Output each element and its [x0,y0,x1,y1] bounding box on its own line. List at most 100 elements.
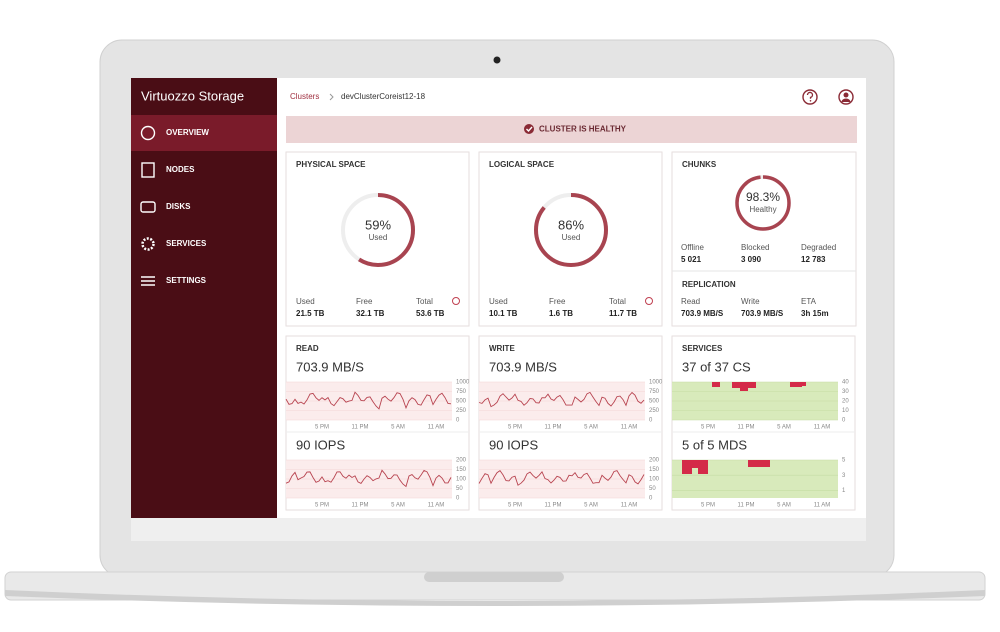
help-mark [806,91,814,99]
donut-value: 86% [558,217,584,232]
y-tick-label: 3 [842,473,846,479]
y-tick-label: 30 [842,389,849,395]
x-tick-label: 5 AM [777,425,791,431]
stat-value: 21.5 TB [296,309,325,318]
stat-value: 32.1 TB [356,309,385,318]
camera [493,56,501,64]
x-tick-label: 5 PM [701,425,715,431]
screen-footer [131,518,866,541]
y-tick-label: 250 [456,408,467,414]
notch [424,572,564,582]
x-tick-label: 5 PM [508,425,522,431]
y-tick-label: 750 [456,389,467,395]
panel-title: SERVICES [682,344,723,353]
y-tick-label: 100 [456,477,467,483]
stat-label: Free [356,297,373,306]
banner-check [526,126,533,133]
banner [286,116,857,143]
x-tick-label: 5 AM [777,503,791,509]
stat-label: Blocked [741,243,769,252]
x-tick-label: 5 PM [701,503,715,509]
banner-icon [524,124,534,134]
x-tick-label: 11 PM [545,503,562,509]
status-block [790,382,802,387]
donut-caption: Used [562,233,581,242]
sparkline [285,469,452,488]
nav-item[interactable]: NODES [166,165,195,174]
panel-title: PHYSICAL SPACE [296,160,366,169]
x-tick-label: 11 AM [621,503,638,509]
x-tick-label: 11 AM [814,503,831,509]
panel [478,151,663,327]
x-tick-label: 11 AM [814,425,831,431]
donut-value: 98.3% [746,190,780,204]
y-tick-label: 0 [649,418,653,424]
y-tick-label: 200 [456,458,467,464]
y-tick-label: 50 [649,486,656,492]
nav-icon [140,201,156,213]
stat-label: Free [549,297,566,306]
y-tick-label: 5 [842,458,846,464]
stat-label: Total [416,297,433,306]
y-tick-label: 500 [649,399,660,405]
x-tick-label: 5 PM [508,503,522,509]
y-tick-label: 0 [649,496,653,502]
panel-title: REPLICATION [682,280,736,289]
y-tick-label: 150 [649,467,660,473]
panel-title: CHUNKS [682,160,717,169]
help-icon[interactable] [802,89,818,105]
stat-value: 11.7 TB [609,309,637,318]
y-tick-label: 250 [649,408,660,414]
status-block [748,382,756,388]
x-tick-label: 5 AM [391,503,405,509]
y-tick-label: 200 [649,458,660,464]
y-tick-label: 0 [456,496,460,502]
donut-arc [534,193,608,267]
headline: 90 IOPS [296,437,345,452]
nav-item[interactable]: OVERVIEW [166,128,209,137]
stat-value: 53.6 TB [416,309,445,318]
nav-icon [140,125,156,141]
y-tick-label: 0 [842,418,846,424]
breadcrumb-sep [329,93,334,101]
y-tick-label: 1 [842,488,846,494]
x-tick-label: 5 PM [315,425,329,431]
donut-arc [341,193,415,267]
x-tick-label: 5 PM [315,503,329,509]
x-tick-label: 11 PM [545,425,562,431]
y-tick-label: 150 [456,467,467,473]
x-tick-label: 5 AM [391,425,405,431]
user-body [841,98,851,102]
stat-value: 5 021 [681,255,702,264]
status-block [800,382,806,386]
nav-item[interactable]: DISKS [166,202,191,211]
headline: 90 IOPS [489,437,538,452]
nav-item[interactable]: SERVICES [166,239,207,248]
x-tick-label: 11 PM [352,503,369,509]
nav-icon [141,237,155,251]
stat-label: Degraded [801,243,836,252]
stat-value: 10.1 TB [489,309,518,318]
y-tick-label: 750 [649,389,660,395]
info-icon[interactable] [452,297,460,305]
x-tick-label: 11 AM [621,425,638,431]
y-tick-label: 100 [649,477,660,483]
y-tick-label: 1000 [456,380,470,386]
breadcrumb-parent[interactable]: Clusters [290,92,319,101]
donut-value: 59% [365,217,391,232]
stat-label: Read [681,297,700,306]
stat-label: Total [609,297,626,306]
breadcrumb-current: devClusterCoreist12-18 [341,92,426,101]
help-circle [802,89,818,105]
stat-value: 12 783 [801,255,826,264]
nav-item[interactable]: SETTINGS [166,276,207,285]
info-icon[interactable] [645,297,653,305]
headline: 37 of 37 CS [682,359,751,374]
headline: 703.9 MB/S [296,359,364,374]
x-tick-label: 11 PM [352,425,369,431]
x-tick-label: 11 PM [738,503,755,509]
sparkline [478,469,645,486]
user-icon[interactable] [838,89,854,105]
status-block [740,382,748,391]
